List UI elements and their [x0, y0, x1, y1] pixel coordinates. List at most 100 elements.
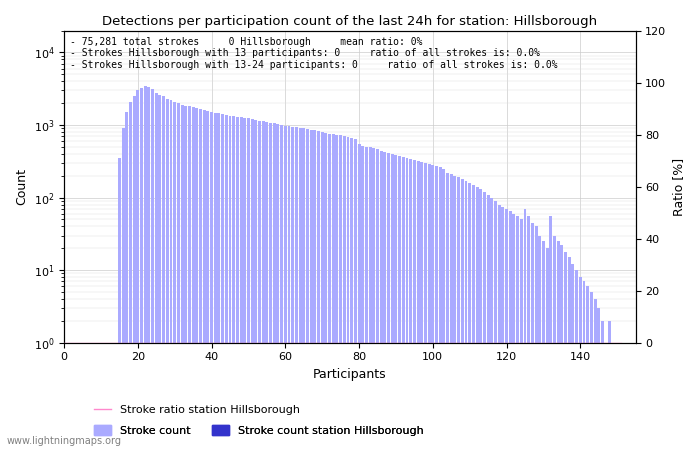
Stroke ratio station Hillsborough	[200, 340, 209, 346]
Bar	[531, 223, 534, 450]
Bar	[516, 216, 519, 450]
Bar	[254, 120, 258, 450]
Stroke ratio station Hillsborough	[60, 340, 69, 346]
Bar	[258, 121, 261, 450]
Bar	[457, 177, 460, 450]
Bar	[575, 270, 578, 450]
Bar	[472, 185, 475, 450]
Bar	[372, 148, 375, 450]
Bar	[439, 167, 442, 450]
Bar	[328, 134, 331, 450]
Bar	[420, 162, 424, 450]
Bar	[556, 241, 559, 450]
Bar	[192, 108, 195, 450]
Bar	[162, 96, 165, 450]
Bar	[136, 90, 139, 450]
Bar	[184, 106, 187, 450]
Legend: Stroke ratio station Hillsborough: Stroke ratio station Hillsborough	[90, 400, 304, 420]
Bar	[582, 281, 585, 450]
Bar	[387, 153, 390, 450]
Bar	[158, 95, 162, 450]
Bar	[265, 122, 268, 450]
Bar	[590, 292, 593, 450]
Bar	[203, 110, 206, 450]
Bar	[122, 128, 125, 450]
Bar	[314, 130, 316, 450]
Bar	[339, 135, 342, 450]
Bar	[324, 133, 328, 450]
Bar	[350, 138, 354, 450]
Bar	[335, 135, 338, 450]
Bar	[601, 321, 604, 450]
Bar	[490, 198, 493, 450]
Bar	[199, 109, 202, 450]
Bar	[376, 149, 379, 450]
Bar	[475, 187, 479, 450]
Bar	[232, 116, 235, 450]
Bar	[505, 209, 508, 450]
Bar	[354, 139, 357, 450]
Bar	[244, 118, 246, 450]
Bar	[365, 147, 368, 450]
Bar	[181, 105, 183, 450]
Bar	[210, 112, 213, 450]
Bar	[428, 164, 430, 450]
Stroke ratio station Hillsborough	[433, 340, 441, 346]
Bar	[66, 343, 69, 450]
Bar	[299, 128, 302, 450]
Bar	[494, 201, 497, 450]
Bar	[465, 181, 468, 450]
Bar	[454, 176, 456, 450]
Bar	[379, 151, 383, 450]
Bar	[317, 131, 320, 450]
Bar	[542, 241, 545, 450]
Bar	[225, 115, 228, 450]
Bar	[251, 119, 253, 450]
Bar	[369, 148, 372, 450]
Bar	[284, 126, 287, 450]
Bar	[405, 158, 409, 450]
Bar	[594, 299, 596, 450]
Bar	[247, 118, 250, 450]
Bar	[166, 99, 169, 450]
Bar	[424, 163, 427, 450]
Bar	[550, 216, 552, 450]
Text: www.lightningmaps.org: www.lightningmaps.org	[7, 436, 122, 446]
Bar	[524, 209, 526, 450]
Bar	[361, 146, 364, 450]
Bar	[262, 122, 265, 450]
Bar	[214, 112, 217, 450]
Bar	[398, 156, 401, 450]
Stroke ratio station Hillsborough	[145, 340, 153, 346]
Bar	[269, 122, 272, 450]
Bar	[535, 226, 538, 450]
Bar	[302, 128, 305, 450]
Bar	[450, 174, 453, 450]
Bar	[538, 235, 541, 450]
Bar	[358, 144, 360, 450]
Bar	[545, 248, 549, 450]
Bar	[273, 123, 276, 450]
Bar	[332, 134, 335, 450]
Bar	[155, 93, 158, 450]
Bar	[579, 277, 582, 450]
Bar	[431, 165, 434, 450]
Bar	[480, 189, 482, 450]
Bar	[85, 343, 88, 450]
Bar	[291, 126, 294, 450]
Bar	[612, 343, 615, 450]
Bar	[218, 113, 220, 450]
Bar	[111, 343, 113, 450]
Bar	[239, 117, 242, 450]
Bar	[78, 343, 80, 450]
Text: - 75,281 total strokes     0 Hillsborough     mean ratio: 0%
- Strokes Hillsboro: - 75,281 total strokes 0 Hillsborough me…	[70, 37, 557, 70]
Bar	[125, 112, 128, 450]
Bar	[391, 154, 393, 450]
Bar	[346, 137, 349, 450]
Bar	[151, 89, 154, 450]
Bar	[88, 343, 92, 450]
Bar	[70, 343, 73, 450]
Bar	[321, 132, 323, 450]
Stroke ratio station Hillsborough	[617, 340, 625, 346]
Bar	[446, 173, 449, 450]
